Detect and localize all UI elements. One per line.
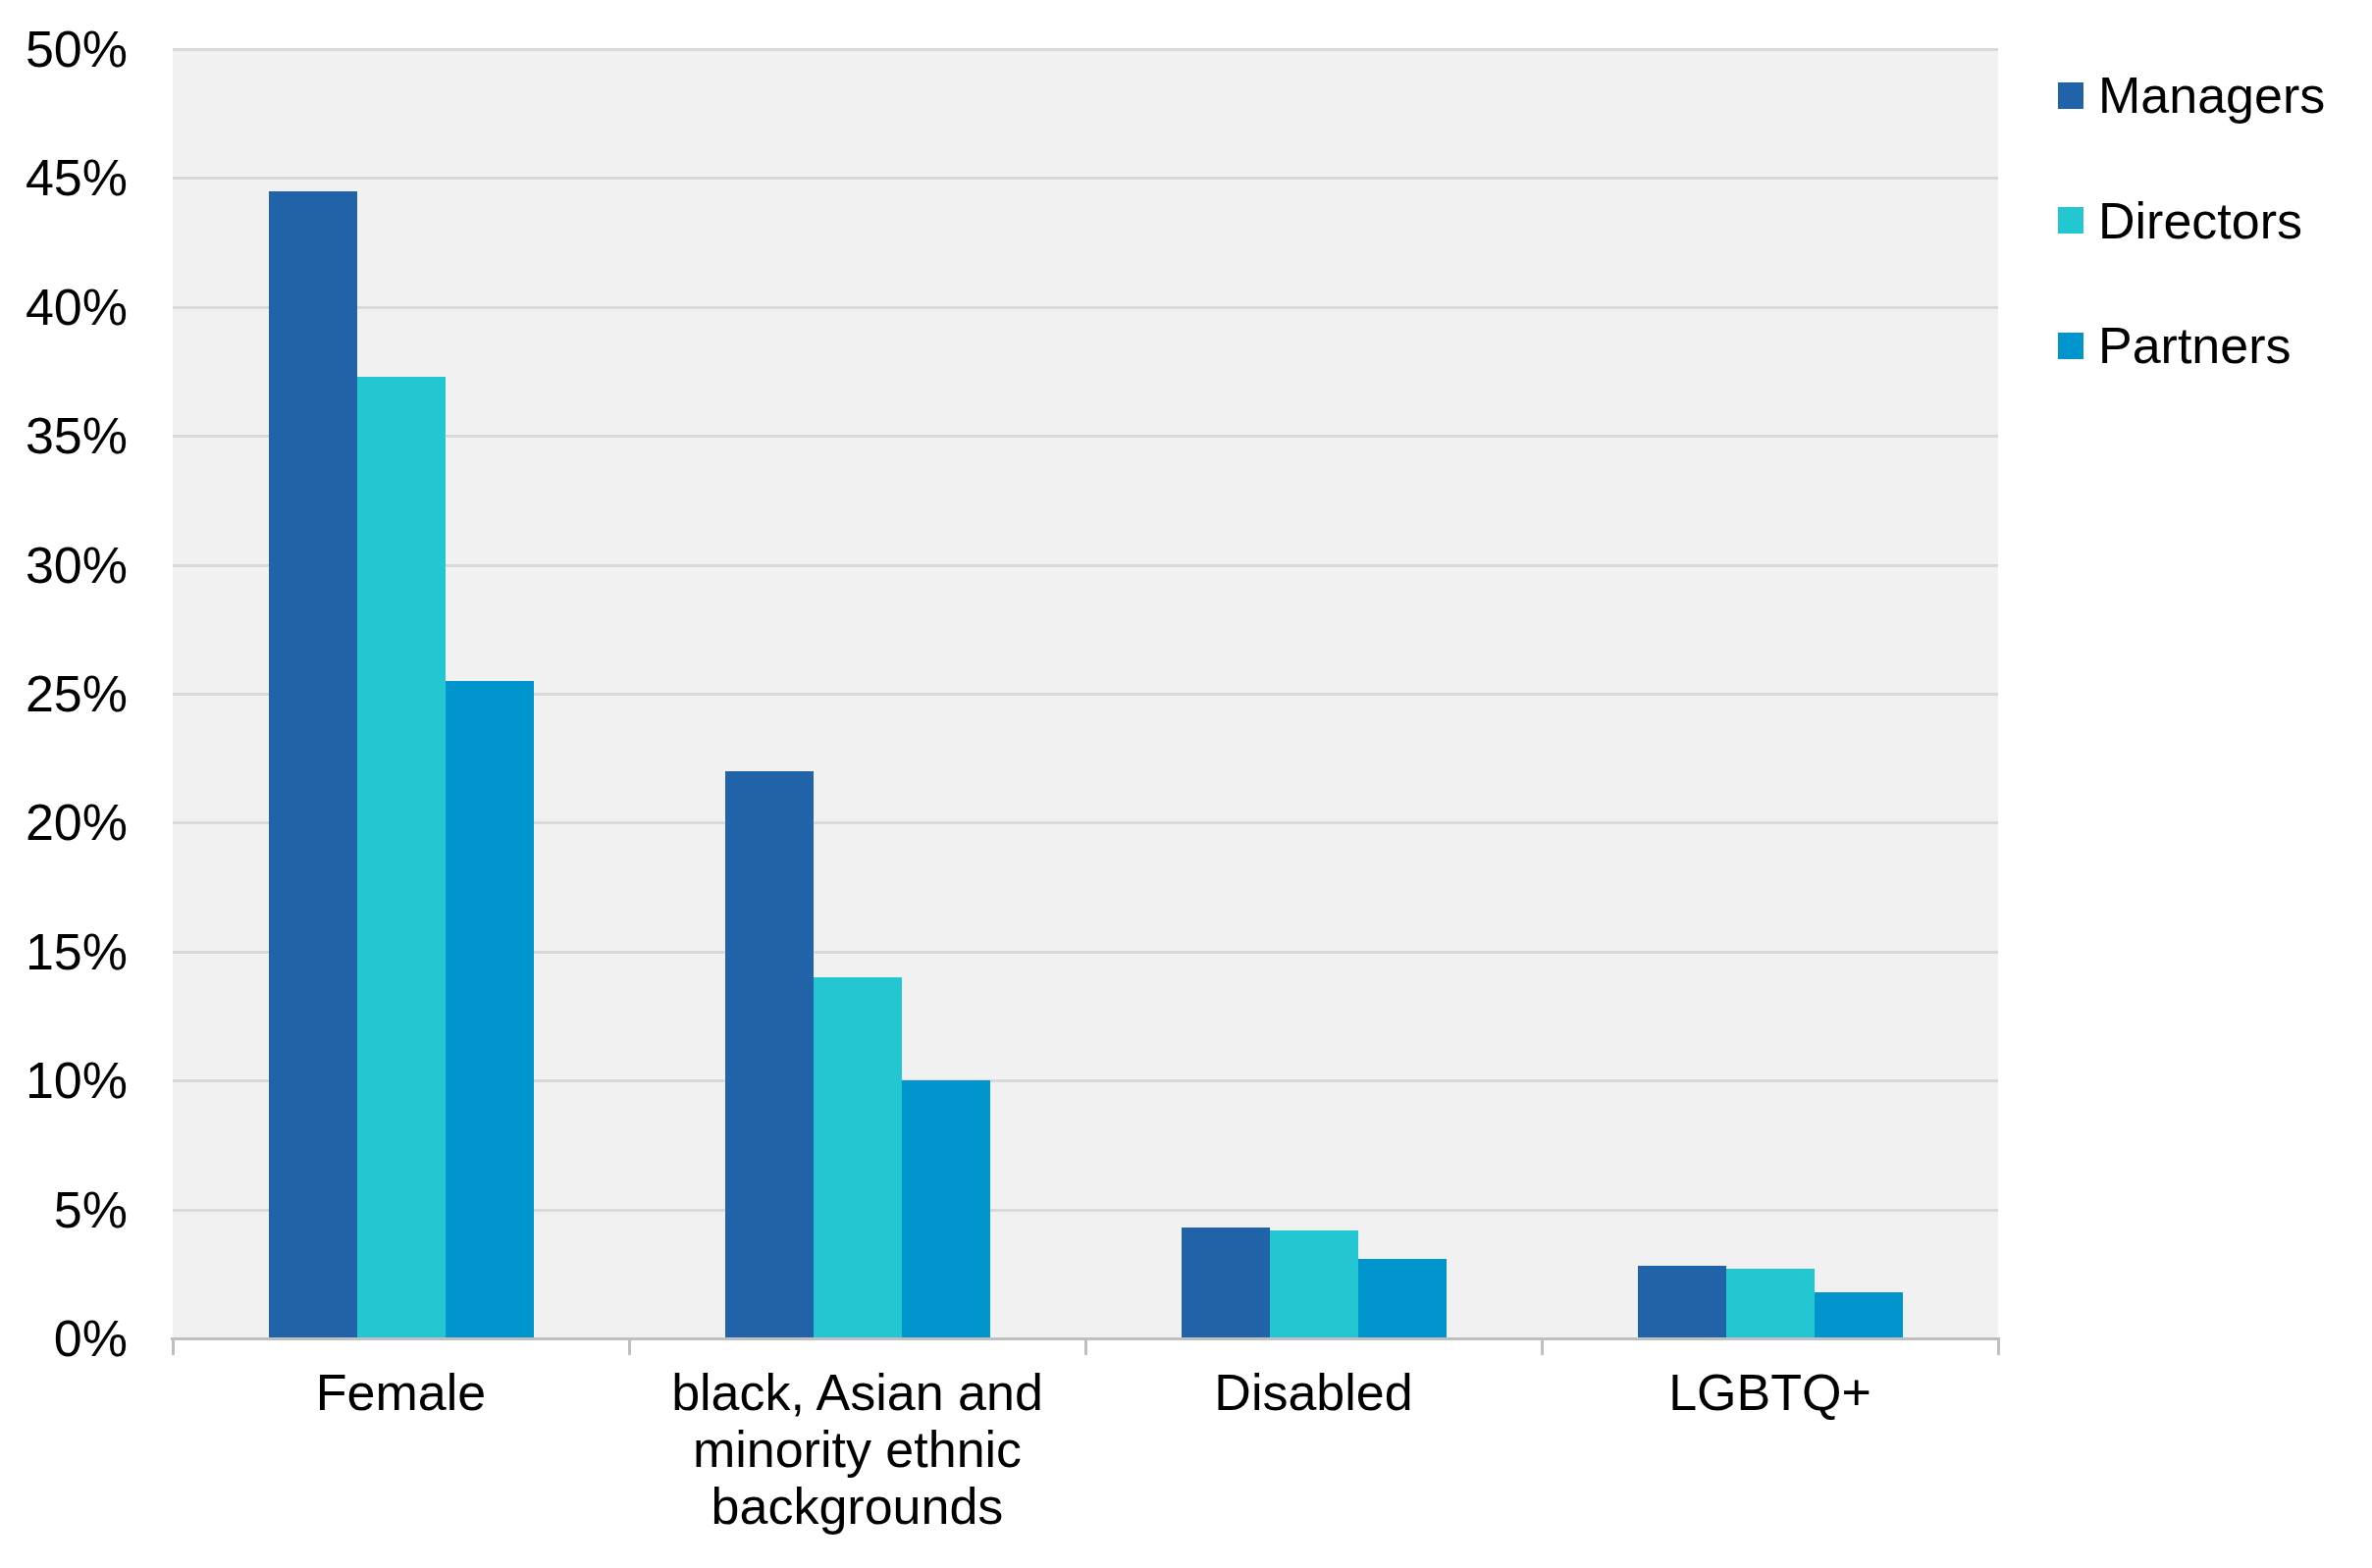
y-axis-tick-label: 20%	[0, 794, 128, 851]
bar-managers-lgbtq	[1638, 1266, 1726, 1338]
x-axis-tick	[1997, 1340, 2000, 1355]
gridline	[173, 306, 1998, 309]
y-axis-tick-label: 30%	[0, 537, 128, 594]
legend-label-directors: Directors	[2098, 192, 2302, 249]
x-axis-tick	[628, 1340, 631, 1355]
bar-managers-disabled	[1182, 1228, 1270, 1338]
bar-partners-female	[446, 681, 534, 1338]
legend-item-partners: Partners	[2058, 317, 2292, 374]
y-axis-tick-label: 5%	[0, 1181, 128, 1238]
plot-area	[173, 49, 1998, 1338]
legend-label-managers: Managers	[2098, 67, 2325, 124]
y-axis-tick-label: 15%	[0, 923, 128, 980]
x-axis-category-label: Disabled	[1085, 1364, 1542, 1421]
y-axis-tick-label: 40%	[0, 279, 128, 336]
bar-partners-black-asian-and-minority-ethnic-backgrounds	[902, 1080, 990, 1338]
bar-directors-female	[357, 377, 446, 1338]
bar-managers-black-asian-and-minority-ethnic-backgrounds	[725, 771, 814, 1338]
gridline	[173, 564, 1998, 567]
bar-directors-lgbtq	[1726, 1269, 1815, 1338]
bar-directors-disabled	[1270, 1230, 1358, 1338]
bar-chart: 0% 5% 10% 15% 20% 25% 30% 35% 40% 45% 50% Femalebl…	[0, 0, 2372, 1568]
legend-swatch-managers	[2058, 82, 2083, 109]
y-axis-tick-label: 45%	[0, 149, 128, 206]
legend-swatch-directors	[2058, 207, 2083, 234]
bar-partners-lgbtq	[1815, 1292, 1903, 1338]
x-axis-category-label: LGBTQ+	[1542, 1364, 1998, 1421]
gridline	[173, 435, 1998, 438]
legend-swatch-partners	[2058, 333, 2083, 359]
gridline	[173, 48, 1998, 51]
x-axis-category-label: black, Asian and minority ethnic backgro…	[629, 1364, 1085, 1535]
y-axis-tick-label: 25%	[0, 665, 128, 722]
y-axis-tick-label: 10%	[0, 1052, 128, 1109]
bar-managers-female	[269, 191, 357, 1338]
legend-item-managers: Managers	[2058, 67, 2325, 124]
x-axis-category-label: Female	[173, 1364, 629, 1421]
y-axis-tick-label: 0%	[0, 1310, 128, 1367]
legend-label-partners: Partners	[2098, 317, 2292, 374]
y-axis-tick-label: 35%	[0, 407, 128, 464]
legend-item-directors: Directors	[2058, 192, 2302, 249]
gridline	[173, 177, 1998, 180]
bar-directors-black-asian-and-minority-ethnic-backgrounds	[814, 977, 902, 1338]
x-axis-tick	[1541, 1340, 1544, 1355]
x-axis-tick	[172, 1340, 175, 1355]
x-axis-tick	[1084, 1340, 1087, 1355]
y-axis-tick-label: 50%	[0, 21, 128, 78]
bar-partners-disabled	[1358, 1259, 1447, 1338]
